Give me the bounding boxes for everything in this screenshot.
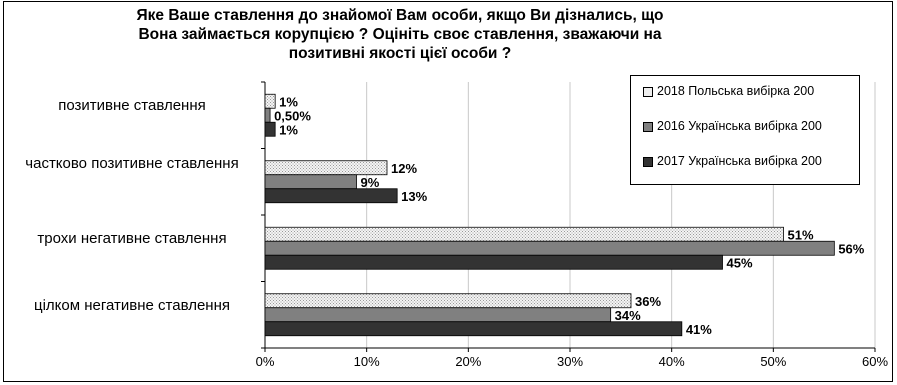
bar [264, 307, 612, 323]
bar [264, 188, 398, 204]
legend-swatch [643, 122, 653, 132]
legend-label: 2017 Українська вибірка 200 [657, 154, 822, 168]
x-tick-label: 60% [862, 354, 888, 369]
data-label: 0,50% [274, 108, 311, 123]
bar [264, 174, 357, 190]
bar [264, 226, 784, 242]
x-tick-label: 40% [659, 354, 685, 369]
bar [264, 121, 276, 137]
data-label: 9% [361, 175, 380, 190]
data-label: 45% [727, 255, 753, 270]
legend-swatch [643, 157, 653, 167]
data-label: 36% [635, 294, 661, 309]
x-tick-label: 10% [354, 354, 380, 369]
category-label: трохи негативне ставлення [37, 230, 227, 248]
data-label: 51% [788, 227, 814, 242]
data-label: 56% [838, 241, 864, 256]
chart-title: Яке Ваше ставлення до знайомої Вам особи… [136, 7, 664, 62]
bar [264, 240, 835, 256]
x-tick-label: 30% [557, 354, 583, 369]
bar [264, 321, 683, 337]
bar [264, 293, 632, 309]
category-label: позитивне ставлення [58, 97, 206, 115]
bar [264, 160, 388, 176]
category-label: частково позитивне ставлення [25, 154, 239, 172]
data-label: 13% [401, 189, 427, 204]
x-tick-label: 20% [455, 354, 481, 369]
bar [264, 254, 723, 270]
category-label: цілком негативне ставлення [34, 296, 230, 314]
data-label: 34% [615, 308, 641, 323]
x-tick-label: 50% [760, 354, 786, 369]
bar [264, 93, 276, 109]
data-label: 41% [686, 322, 712, 337]
x-tick-label: 0% [256, 354, 275, 369]
legend-label: 2018 Польська вибірка 200 [657, 84, 815, 98]
data-label: 12% [391, 161, 417, 176]
legend-label: 2016 Українська вибірка 200 [657, 119, 822, 133]
data-label: 1% [279, 94, 298, 109]
bar [264, 107, 271, 123]
chart-legend: 2018 Польська вибірка 200 2016 Українська… [630, 75, 860, 185]
legend-swatch [643, 87, 653, 97]
data-label: 1% [279, 122, 298, 137]
